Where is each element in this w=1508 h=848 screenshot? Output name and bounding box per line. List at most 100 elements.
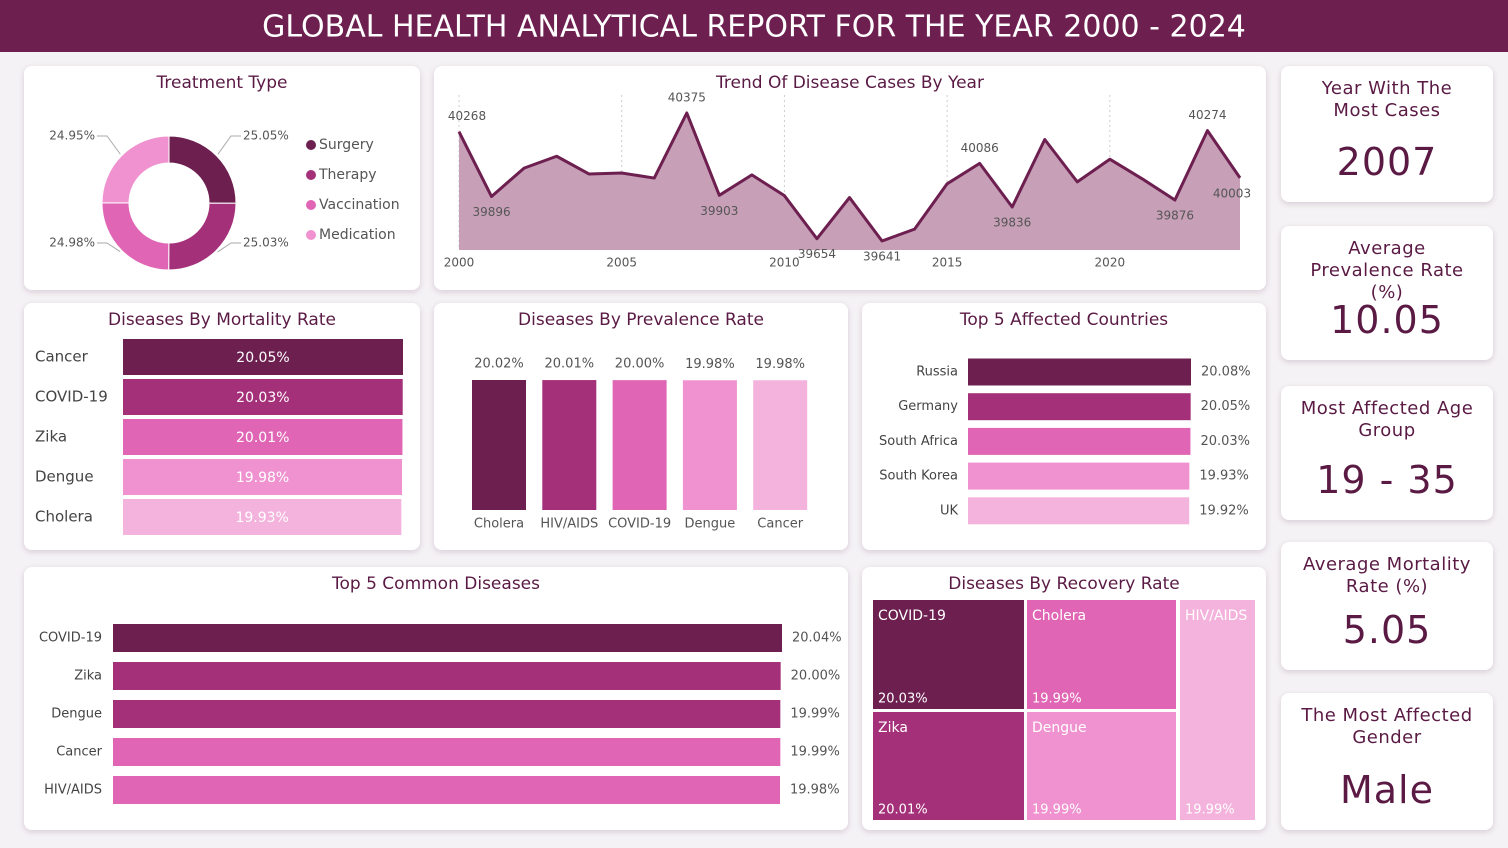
- category-label: Zika: [74, 669, 102, 684]
- x-tick-label: 2000: [444, 256, 475, 270]
- category-label: Zika: [878, 720, 908, 736]
- chart-title: Trend Of Disease Cases By Year: [715, 73, 984, 93]
- category-label: Russia: [916, 365, 958, 380]
- data-label: 19.99%: [1185, 803, 1235, 818]
- kpi-card: Average Mortality Rate (%) 5.05: [1281, 542, 1493, 670]
- data-label: 20.03%: [236, 390, 289, 406]
- chart-title: Top 5 Affected Countries: [959, 310, 1168, 330]
- data-label: 40268: [448, 109, 486, 123]
- x-tick-label: 2010: [769, 256, 800, 270]
- data-label: 20.01%: [236, 430, 289, 446]
- data-label: 19.93%: [1199, 469, 1249, 484]
- legend-marker: [306, 230, 316, 240]
- legend-label: Surgery: [319, 137, 374, 153]
- bar: [113, 776, 780, 804]
- bar: [113, 738, 781, 766]
- leader-line: [217, 242, 241, 253]
- x-tick-label: 2005: [606, 256, 637, 270]
- chart-title: Diseases By Prevalence Rate: [518, 310, 764, 330]
- category-label: Cholera: [1032, 608, 1086, 624]
- data-label: 25.03%: [243, 236, 289, 250]
- category-label: Cholera: [474, 517, 524, 532]
- category-label: Cancer: [35, 348, 89, 366]
- bar: [542, 380, 597, 510]
- kpi-value: 2007: [1336, 140, 1438, 184]
- bar: [113, 662, 781, 690]
- category-label: HIV/AIDS: [1185, 608, 1247, 624]
- kpi-card: Most Affected Age Group 19 - 35: [1281, 386, 1493, 520]
- legend-marker: [306, 140, 316, 150]
- legend-label: Therapy: [318, 167, 377, 183]
- category-label: HIV/AIDS: [540, 517, 598, 532]
- bar: [682, 380, 737, 510]
- data-label: 39836: [993, 215, 1031, 229]
- chart-title: Top 5 Common Diseases: [331, 574, 540, 594]
- category-label: COVID-19: [878, 608, 946, 624]
- bar: [968, 358, 1191, 386]
- chart-title: Diseases By Mortality Rate: [108, 310, 336, 330]
- x-tick-label: 2020: [1095, 256, 1126, 270]
- bar: [472, 380, 526, 510]
- data-label: 40003: [1213, 186, 1251, 200]
- bar: [123, 499, 402, 535]
- leader-line: [97, 135, 121, 155]
- data-label: 20.04%: [792, 631, 842, 646]
- data-label: 39896: [472, 205, 510, 219]
- data-label: 19.99%: [1032, 803, 1082, 818]
- area: [459, 113, 1240, 250]
- data-label: 20.00%: [615, 357, 665, 372]
- category-label: HIV/AIDS: [44, 783, 102, 798]
- data-label: 19.99%: [1032, 692, 1082, 707]
- data-label: 39641: [863, 250, 901, 264]
- legend-marker: [306, 170, 316, 180]
- kpi-card: Year With The Most Cases 2007: [1281, 66, 1493, 202]
- kpi-value: 19 - 35: [1316, 458, 1458, 502]
- data-label: 19.93%: [235, 510, 288, 526]
- legend-label: Medication: [319, 227, 396, 243]
- kpi-value: 5.05: [1342, 608, 1432, 652]
- line: [457, 111, 1242, 243]
- category-label: Cancer: [56, 745, 102, 760]
- data-label: 19.98%: [236, 470, 289, 486]
- bar: [968, 427, 1191, 455]
- bar: [113, 700, 781, 728]
- data-label: 40086: [961, 141, 999, 155]
- data-label: 20.05%: [1201, 399, 1251, 414]
- chart-title: Diseases By Recovery Rate: [948, 574, 1179, 594]
- category-label: Germany: [898, 399, 958, 414]
- category-label: Dengue: [51, 707, 102, 722]
- leader-line: [97, 242, 121, 253]
- kpi-title: Average Prevalence Rate (%): [1310, 238, 1464, 303]
- bar: [123, 419, 403, 455]
- category-label: South Africa: [879, 434, 958, 449]
- category-label: Cholera: [35, 508, 93, 526]
- treemap-cell: [1027, 712, 1176, 820]
- bar: [968, 497, 1190, 525]
- bar: [123, 339, 403, 375]
- data-label: 19.99%: [790, 707, 840, 722]
- bar: [968, 462, 1190, 490]
- data-label: 19.98%: [755, 357, 805, 372]
- category-label: COVID-19: [35, 388, 108, 406]
- category-label: Zika: [35, 428, 67, 446]
- data-label: 19.92%: [1199, 503, 1249, 518]
- bar: [113, 624, 782, 652]
- category-label: Cancer: [757, 517, 803, 532]
- data-label: 40274: [1188, 108, 1226, 122]
- page-title: GLOBAL HEALTH ANALYTICAL REPORT FOR THE …: [262, 10, 1246, 45]
- treemap-cell: [1027, 600, 1176, 709]
- x-tick-label: 2015: [932, 256, 963, 270]
- data-label: 24.98%: [49, 236, 95, 250]
- data-label: 20.08%: [1201, 365, 1251, 380]
- data-label: 20.01%: [878, 803, 928, 818]
- data-label: 20.01%: [545, 357, 595, 372]
- category-label: Dengue: [685, 517, 736, 532]
- data-label: 20.05%: [236, 350, 289, 366]
- bar: [123, 379, 403, 415]
- kpi-title: Most Affected Age Group: [1300, 398, 1474, 441]
- data-label: 20.00%: [791, 669, 841, 684]
- legend-marker: [306, 200, 316, 210]
- data-label: 39903: [700, 204, 738, 218]
